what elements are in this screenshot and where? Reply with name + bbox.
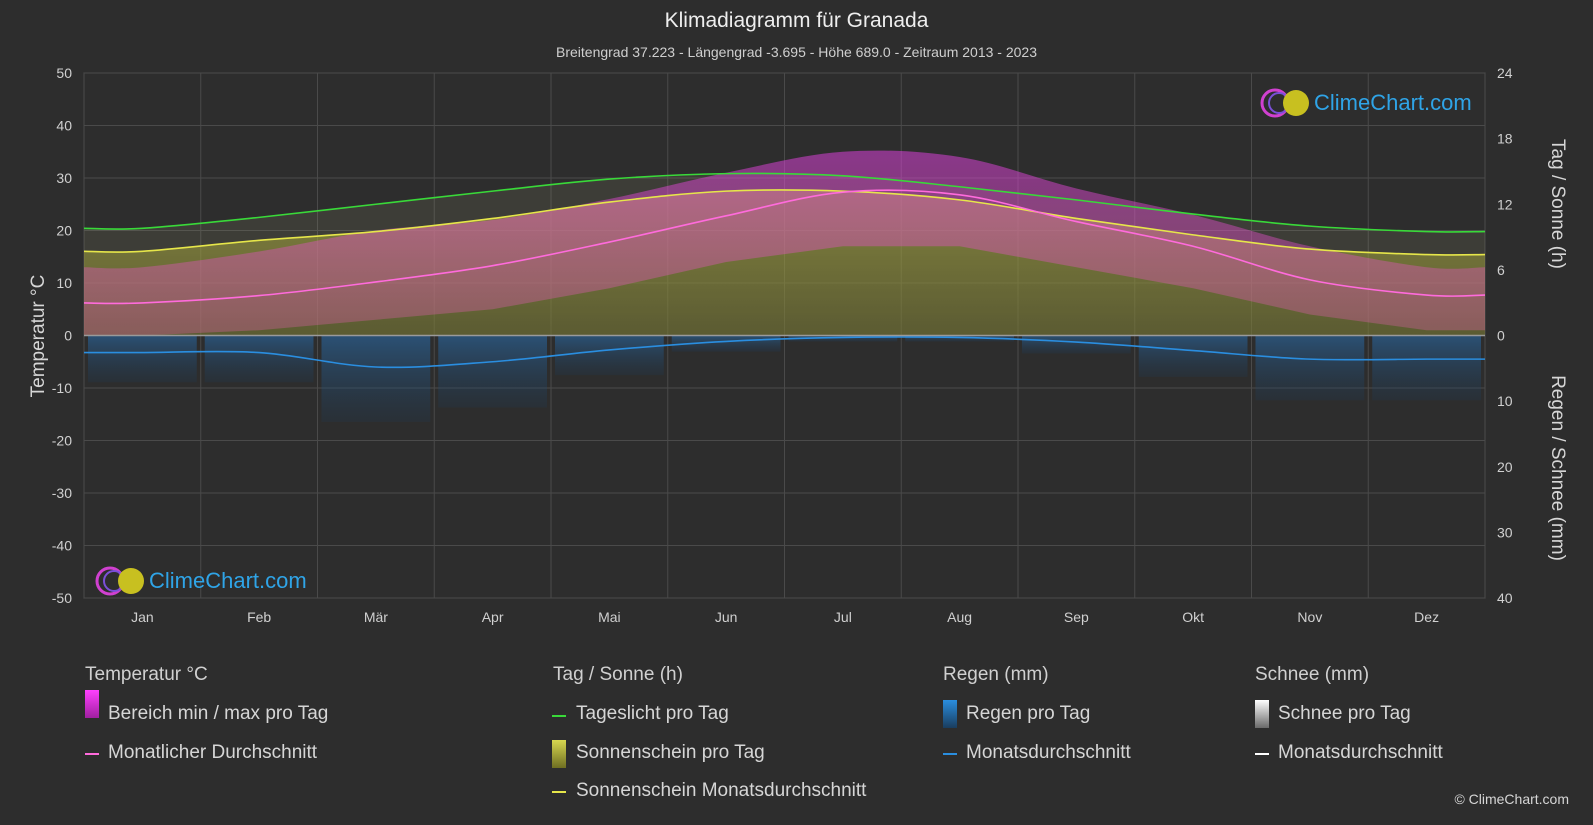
brand-logo-bottom [95,566,144,596]
x-tick-month: Sep [1064,609,1089,625]
y-tick-temp: 20 [56,223,72,239]
legend-temp-avg-label: Monatlicher Durchschnitt [108,742,318,763]
y-tick-hours: 0 [1497,328,1505,344]
rain-bar-Jan [88,335,197,383]
rain-avg-line [84,336,1485,369]
y-tick-precip: 20 [1497,459,1513,475]
y-tick-hours: 24 [1497,65,1513,81]
temp-range-area [84,150,1485,336]
rain-bar-Feb [204,335,314,383]
legend-snow-day: Schnee pro Tag [1278,703,1411,725]
sunshine-avg-line [83,189,1486,256]
legend-swatch-sunshine [552,740,566,768]
legend-sunshine-avg-label: Sonnenschein Monatsdurchschnitt [576,780,867,801]
y-tick-temp: 30 [56,170,72,186]
x-tick-month: Okt [1182,609,1204,625]
brand-top: ClimeChart.com [1310,90,1472,116]
x-tick-month: Jul [834,609,852,625]
legend-daylight-label: Tageslicht pro Tag [576,703,729,724]
legend-rain-avg: Monatsdurchschnitt [966,742,1131,764]
legend-snow-day-label: Schnee pro Tag [1278,703,1411,724]
legend-rain-day-label: Regen pro Tag [966,703,1091,724]
chart-lines [83,172,1486,369]
chart-title: Klimadiagramm für Granada [664,9,929,32]
x-tick-month: Aug [947,609,972,625]
brand-logo-top [1260,88,1309,118]
x-tick-month: Feb [247,609,271,625]
y-tick-temp: 0 [64,328,72,344]
x-tick-month: Dez [1414,609,1439,625]
rain-bar-Aug [905,335,1014,342]
x-tick-month: Nov [1297,609,1322,625]
rain-bar-Okt [1138,335,1248,377]
y-tick-temp: -50 [52,590,72,606]
rain-bar-Dez [1372,335,1481,401]
x-tick-month: Jan [131,609,154,625]
copyright: © ClimeChart.com [1454,791,1569,807]
y-tick-precip: 10 [1497,393,1513,409]
brand-bottom-text: ClimeChart.com [149,568,307,593]
temp-avg-line [83,189,1486,305]
chart-axes: 50 40 30 20 10 0 -10 -20 -30 -40 -50 24 18 12 6 0 10 20 30… [52,65,1513,625]
y-tick-precip: 40 [1497,590,1513,606]
y-axis-label-sun: Tag / Sonne (h) [1547,139,1568,269]
x-tick-month: Apr [482,609,504,625]
y-tick-temp: -10 [52,380,72,396]
y-tick-hours: 6 [1497,262,1505,278]
y-tick-temp: -20 [52,433,72,449]
y-tick-hours: 18 [1497,131,1513,147]
legend-rain-heading: Regen (mm) [943,664,1049,685]
legend-rain-day: Regen pro Tag [966,703,1090,725]
legend-temp-avg: Monatlicher Durchschnitt [108,742,317,764]
rain-bar-Mär [321,335,431,422]
y-tick-temp: 40 [56,118,72,134]
legend-snow-avg-label: Monatsdurchschnitt [1278,742,1443,763]
brand-bottom: ClimeChart.com [145,568,307,594]
rain-bar-Apr [438,335,547,408]
legend-temp-range-label: Bereich min / max pro Tag [108,703,329,724]
brand-top-text: ClimeChart.com [1314,90,1472,115]
legend-temp-range: Bereich min / max pro Tag [108,703,328,725]
legend-snow-heading: Schnee (mm) [1255,664,1370,685]
y-tick-temp: 50 [56,65,72,81]
y-tick-precip: 30 [1497,524,1513,540]
legend-swatch-rain [943,700,957,728]
legend-sunshine: Sonnenschein pro Tag [576,742,765,764]
y-axis-label-temperature: Temperatur °C [28,275,49,398]
legend-swatch-temp-range [85,690,99,718]
rain-bar-Nov [1255,335,1365,401]
y-tick-temp: -30 [52,485,72,501]
y-tick-temp: -40 [52,538,72,554]
legend-rain-avg-label: Monatsdurchschnitt [966,742,1131,763]
x-tick-month: Jun [715,609,738,625]
y-axis-label-precip: Regen / Schnee (mm) [1547,375,1568,561]
x-tick-month: Mai [598,609,621,625]
legend-daylight: Tageslicht pro Tag [576,703,729,725]
daylight-line [83,172,1486,233]
chart-subtitle: Breitengrad 37.223 - Längengrad -3.695 -… [556,44,1037,60]
rain-bar-Mai [555,335,664,376]
y-tick-hours: 12 [1497,196,1513,212]
x-tick-month: Mär [364,609,388,625]
legend-sunshine-label: Sonnenschein pro Tag [576,742,765,763]
legend-swatch-snow [1255,700,1269,728]
rain-bar-Jul [788,335,898,342]
legend-sun-heading: Tag / Sonne (h) [553,664,683,685]
legend-snow-avg: Monatsdurchschnitt [1278,742,1443,764]
legend-temp-heading: Temperatur °C [85,664,208,685]
y-tick-temp: 10 [56,275,72,291]
legend-sunshine-avg: Sonnenschein Monatsdurchschnitt [576,780,866,802]
